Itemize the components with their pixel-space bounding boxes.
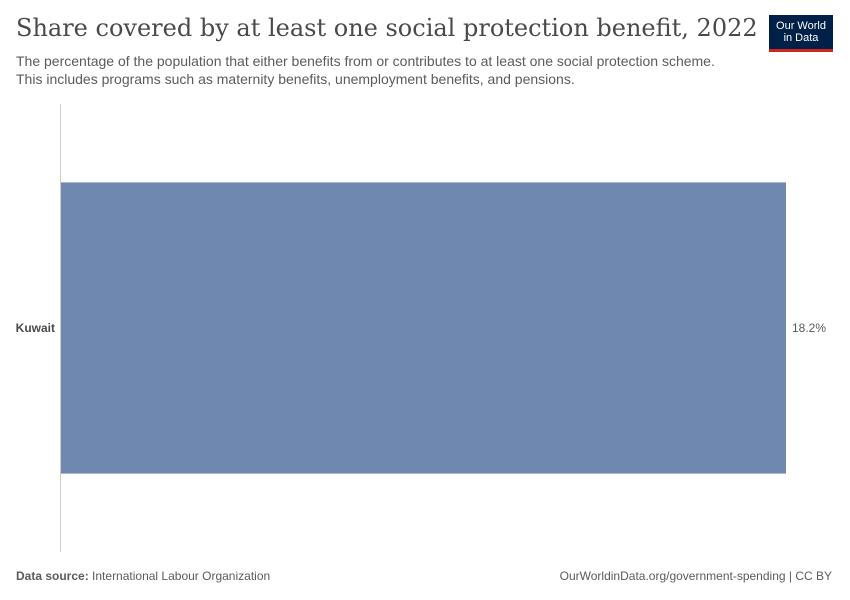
url-license[interactable]: OurWorldinData.org/government-spending |…: [559, 569, 832, 583]
data-source-link[interactable]: International Labour Organization: [92, 569, 271, 583]
bar-kuwait[interactable]: [61, 182, 786, 474]
owid-logo[interactable]: Our World in Data: [769, 15, 833, 52]
value-label: 18.2%: [792, 321, 826, 335]
bars-group: Kuwait 18.2%: [16, 182, 826, 474]
chart-subtitle: The percentage of the population that ei…: [16, 53, 715, 87]
category-label: Kuwait: [16, 321, 55, 335]
chart-title: Share covered by at least one social pro…: [16, 14, 758, 42]
logo-line-1: Our World: [776, 20, 826, 32]
data-source: Data source: International Labour Organi…: [16, 569, 270, 583]
logo-line-2: in Data: [783, 32, 819, 44]
data-source-label: Data source:: [16, 569, 89, 583]
